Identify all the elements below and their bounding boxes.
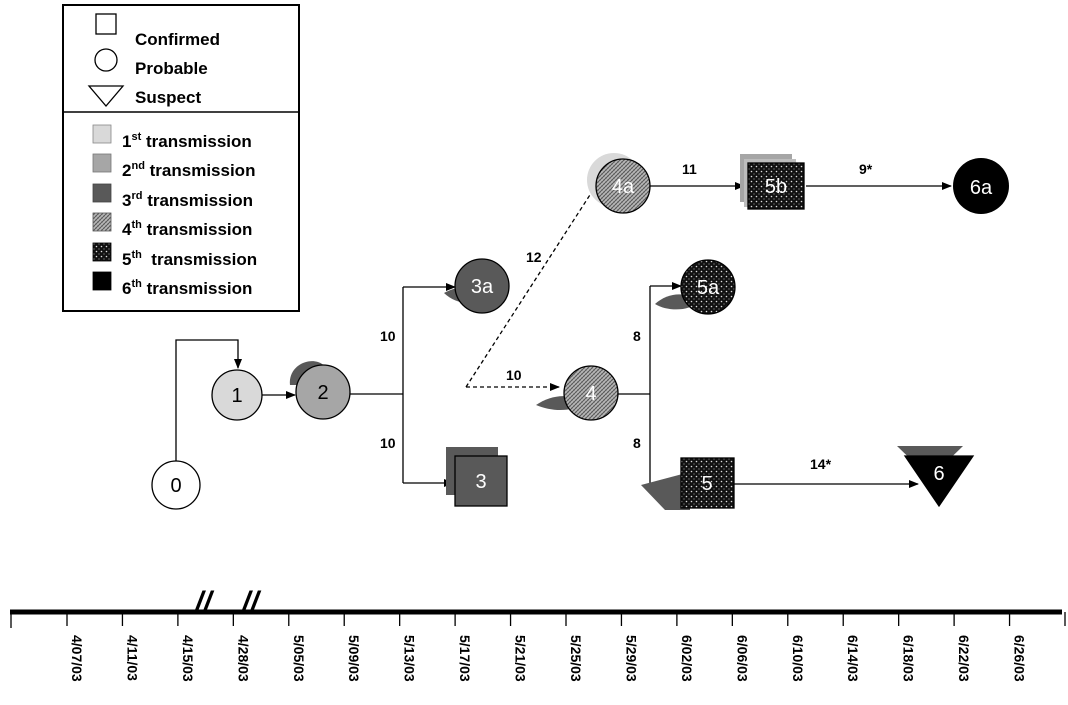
axis-break-1: // <box>193 586 214 619</box>
edge-label-2-3: 10 <box>380 435 396 451</box>
legend-gen4-label: 4th transmission <box>122 219 252 239</box>
axis-break-2: // <box>240 586 261 619</box>
timeline-date-label: 6/10/03 <box>790 635 806 682</box>
gen1-swatch-icon <box>92 124 112 144</box>
legend-probable-label: Probable <box>135 59 208 78</box>
timeline-date-label: 5/13/03 <box>402 635 418 682</box>
node-2: 2 <box>289 361 351 420</box>
node-5b: 5b <box>740 154 805 210</box>
node-3a-label: 3a <box>471 276 494 298</box>
node-5a-label: 5a <box>697 277 720 299</box>
legend-gen1-label: 1st transmission <box>122 131 252 151</box>
gen2-swatch-icon <box>92 153 112 173</box>
edge-label-4-5: 8 <box>633 435 641 451</box>
node-5b-label: 5b <box>765 176 787 198</box>
node-3a-circle <box>454 258 510 314</box>
node-3: 3 <box>446 447 508 507</box>
gen6-swatch-icon <box>92 271 112 291</box>
node-3-square <box>454 455 508 507</box>
timeline-date-label: 6/02/03 <box>679 635 695 682</box>
gen5-swatch-icon <box>92 242 112 262</box>
timeline-date-label: 5/05/03 <box>291 635 307 682</box>
timeline-ticks: 4/07/03 4/11/03 4/15/03 4/28/03 5/05/03 5/09/… <box>66 612 1068 682</box>
edge-label-5b-6a: 9* <box>859 161 873 177</box>
node-6-label: 6 <box>933 463 944 485</box>
node-6a-label: 6a <box>970 177 993 199</box>
edge-label-4-5a: 8 <box>633 328 641 344</box>
node-6a: 6a <box>953 158 1009 214</box>
suspect-triangle-icon <box>87 85 125 108</box>
node-6: 6 <box>897 446 975 508</box>
node-4a-label: 4a <box>612 176 635 198</box>
legend-suspect-label: Suspect <box>135 88 201 107</box>
node-4-label: 4 <box>585 383 596 405</box>
node-0-label: 0 <box>170 475 181 497</box>
node-5a: 5a <box>655 259 736 315</box>
node-0: 0 <box>151 460 201 510</box>
timeline-date-label: 5/17/03 <box>457 635 473 682</box>
legend-confirmed-label: Confirmed <box>135 30 220 49</box>
timeline-date-label: 4/28/03 <box>235 635 251 682</box>
edge-label-2-3a: 10 <box>380 328 396 344</box>
edge-label-4a-5b: 11 <box>682 161 697 177</box>
gen3-swatch-icon <box>92 183 112 203</box>
edge-label-x-4a: 12 <box>526 249 542 265</box>
node-0-circle <box>151 460 201 510</box>
probable-circle-icon <box>94 48 118 72</box>
legend-gen5-label: 5th transmission <box>122 249 257 269</box>
confirmed-square-icon <box>95 13 117 35</box>
node-4a: 4a <box>587 153 651 214</box>
timeline-date-label: 6/06/03 <box>734 635 750 682</box>
node-2-label: 2 <box>317 382 328 404</box>
axis-break-marks: // // <box>193 586 261 619</box>
node-4-circle <box>563 365 619 421</box>
node-1: 1 <box>211 369 263 421</box>
edge-x-4a <box>465 183 598 388</box>
node-3a: 3a <box>444 258 510 314</box>
timeline-date-label: 6/22/03 <box>956 635 972 682</box>
node-5b-square <box>747 162 805 210</box>
node-5a-circle <box>680 259 736 315</box>
timeline-date-label: 6/18/03 <box>901 635 917 682</box>
edge-label-x-4: 10 <box>506 367 522 383</box>
node-6-triangle <box>903 455 975 508</box>
timeline-date-label: 4/07/03 <box>69 635 85 682</box>
edge-labels: 10 10 10 12 11 9* 8 8 14* <box>380 161 873 472</box>
timeline-date-label: 5/09/03 <box>346 635 362 682</box>
timeline-date-label: 4/11/03 <box>124 635 140 681</box>
timeline-date-label: 4/15/03 <box>180 635 196 682</box>
legend-gen6-label: 6th transmission <box>122 278 252 298</box>
edges <box>175 182 952 488</box>
node-1-label: 1 <box>231 385 242 407</box>
node-5-label: 5 <box>701 473 712 495</box>
node-1-circle <box>211 369 263 421</box>
node-4: 4 <box>536 365 619 421</box>
gen4-swatch-icon <box>92 212 112 232</box>
node-3-label: 3 <box>475 471 486 493</box>
legend-gen3-label: 3rd transmission <box>122 190 253 210</box>
timeline-date-label: 6/26/03 <box>1012 635 1028 682</box>
timeline-date-label: 5/25/03 <box>568 635 584 682</box>
timeline-date-label: 5/29/03 <box>623 635 639 682</box>
node-6a-circle <box>953 158 1009 214</box>
node-5: 5 <box>641 457 735 510</box>
timeline-date-label: 5/21/03 <box>513 635 529 682</box>
edge-label-5-6: 14* <box>810 456 832 472</box>
timeline-date-label: 6/14/03 <box>845 635 861 682</box>
node-2-circle <box>295 364 351 420</box>
node-5-square <box>680 457 735 509</box>
legend-gen2-label: 2nd transmission <box>122 160 255 180</box>
node-5-shadow <box>641 472 690 510</box>
legend: Confirmed Probable Suspect 1st transmiss… <box>62 4 300 312</box>
edge-0-1 <box>175 339 242 462</box>
node-4a-circle <box>595 158 651 214</box>
timeline: 4/07/03 4/11/03 4/15/03 4/28/03 5/05/03 5/09/… <box>10 586 1068 682</box>
